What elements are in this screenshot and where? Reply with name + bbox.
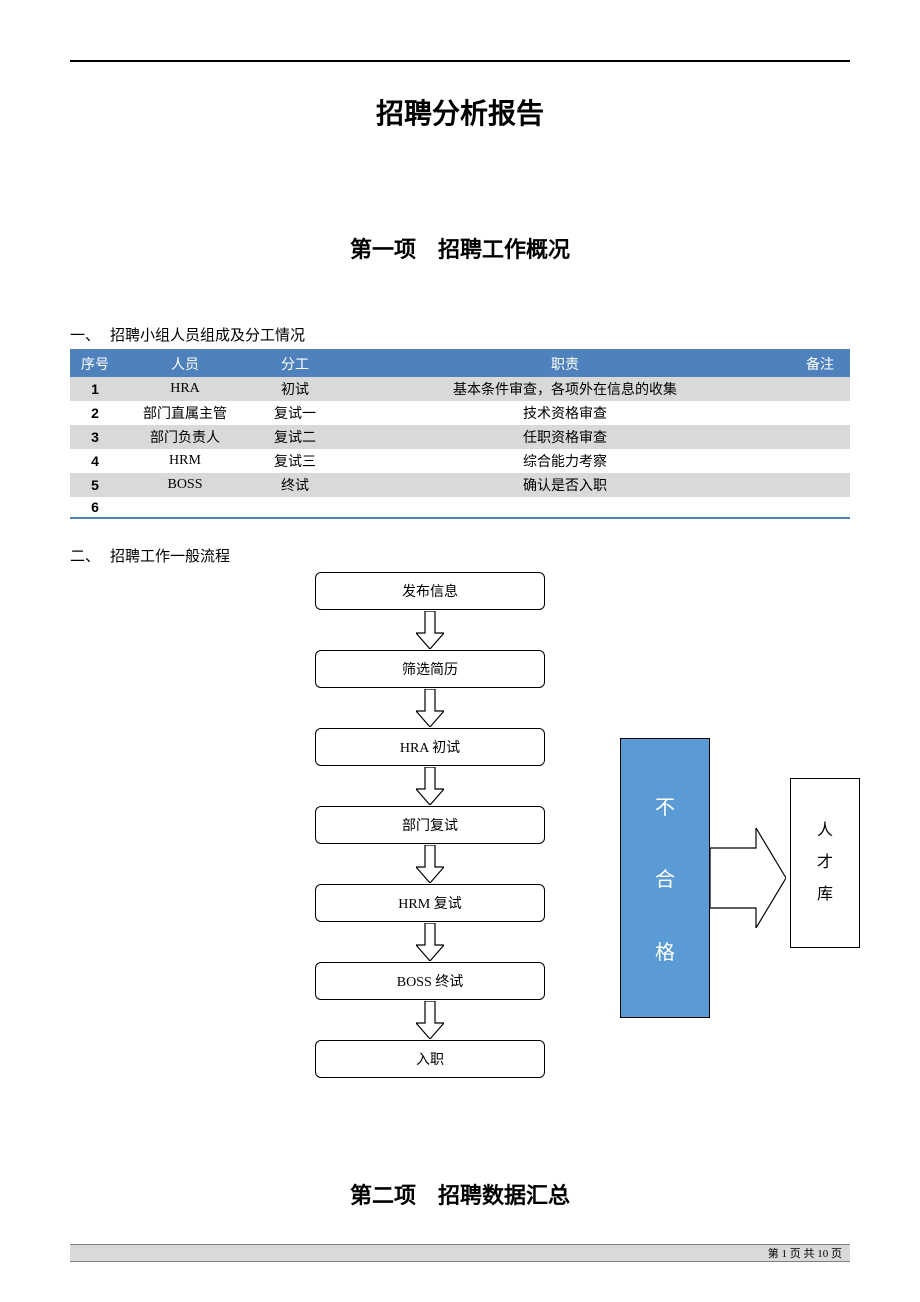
table-cell: 综合能力考察: [340, 449, 790, 473]
talent-char: 才: [817, 847, 833, 879]
down-arrow-icon: [315, 688, 545, 728]
table-cell: [790, 425, 850, 449]
right-arrow-icon: [710, 828, 786, 933]
flow-step-box: 发布信息: [315, 572, 545, 610]
down-arrow-icon: [315, 1000, 545, 1040]
table-header: 职责: [340, 350, 790, 377]
flow-step-box: 部门复试: [315, 806, 545, 844]
page: 招聘分析报告 第一项 招聘工作概况 一、招聘小组人员组成及分工情况 序号 人员 …: [0, 0, 920, 1302]
table-row: 3部门负责人复试二任职资格审查: [70, 425, 850, 449]
table-cell: 任职资格审查: [340, 425, 790, 449]
fail-char: 不: [655, 791, 675, 820]
team-table: 序号 人员 分工 职责 备注 1HRA初试基本条件审查，各项外在信息的收集2部门…: [70, 349, 850, 519]
table-header: 序号: [70, 350, 120, 377]
table-cell: 复试二: [250, 425, 340, 449]
table-cell: 复试三: [250, 449, 340, 473]
table-cell: 复试一: [250, 401, 340, 425]
section-1-title: 第一项 招聘工作概况: [70, 232, 850, 264]
section-2-title: 第二项 招聘数据汇总: [70, 1178, 850, 1210]
table-header: 备注: [790, 350, 850, 377]
table-cell: 基本条件审查，各项外在信息的收集: [340, 377, 790, 401]
document-title: 招聘分析报告: [70, 92, 850, 132]
table-cell: HRA: [120, 377, 250, 401]
talent-char: 人: [817, 815, 833, 847]
table-cell: [790, 497, 850, 518]
table-cell: 6: [70, 497, 120, 518]
flow-step-box: 入职: [315, 1040, 545, 1078]
flow-step-box: BOSS 终试: [315, 962, 545, 1000]
table-cell: 3: [70, 425, 120, 449]
table-row: 2部门直属主管复试一技术资格审查: [70, 401, 850, 425]
down-arrow-icon: [315, 844, 545, 884]
subheading-2: 二、招聘工作一般流程: [70, 545, 850, 566]
table-cell: 部门负责人: [120, 425, 250, 449]
fail-box: 不 合 格: [620, 738, 710, 1018]
subheading-1: 一、招聘小组人员组成及分工情况: [70, 324, 850, 345]
table-cell: 确认是否入职: [340, 473, 790, 497]
table-cell: 5: [70, 473, 120, 497]
flow-step-box: 筛选简历: [315, 650, 545, 688]
flow-step-box: HRA 初试: [315, 728, 545, 766]
talent-pool-box: 人 才 库: [790, 778, 860, 948]
table-cell: [790, 377, 850, 401]
flow-step-box: HRM 复试: [315, 884, 545, 922]
fail-char: 合: [655, 863, 675, 892]
table-header: 分工: [250, 350, 340, 377]
down-arrow-icon: [315, 766, 545, 806]
table-cell: BOSS: [120, 473, 250, 497]
subheading-2-num: 二、: [70, 545, 110, 566]
table-cell: [790, 401, 850, 425]
table-cell: [250, 497, 340, 518]
table-cell: 1: [70, 377, 120, 401]
table-row: 1HRA初试基本条件审查，各项外在信息的收集: [70, 377, 850, 401]
table-cell: [340, 497, 790, 518]
table-cell: [790, 473, 850, 497]
down-arrow-icon: [315, 922, 545, 962]
table-row: 4HRM复试三综合能力考察: [70, 449, 850, 473]
table-row: 6: [70, 497, 850, 518]
table-cell: 4: [70, 449, 120, 473]
page-footer: 第 1 页 共 10 页: [70, 1244, 850, 1262]
table-cell: 技术资格审查: [340, 401, 790, 425]
fail-char: 格: [655, 936, 675, 965]
flowchart-main-column: 发布信息筛选简历 HRA 初试部门复试 HRM 复试 BOSS 终试入职: [315, 572, 545, 1078]
table-header: 人员: [120, 350, 250, 377]
flowchart-area: 发布信息筛选简历HRA 初试部门复试HRM 复试BOSS 终试入职 不 合 格 …: [70, 572, 850, 1168]
down-arrow-icon: [315, 610, 545, 650]
table-cell: HRM: [120, 449, 250, 473]
table-cell: 初试: [250, 377, 340, 401]
table-row: 5BOSS终试确认是否入职: [70, 473, 850, 497]
subheading-1-text: 招聘小组人员组成及分工情况: [110, 328, 305, 344]
subheading-2-text: 招聘工作一般流程: [110, 549, 230, 565]
table-cell: 终试: [250, 473, 340, 497]
table-cell: 2: [70, 401, 120, 425]
talent-char: 库: [817, 879, 833, 911]
table-header-row: 序号 人员 分工 职责 备注: [70, 350, 850, 377]
top-rule: [70, 60, 850, 62]
table-cell: [790, 449, 850, 473]
subheading-1-num: 一、: [70, 324, 110, 345]
table-cell: 部门直属主管: [120, 401, 250, 425]
table-cell: [120, 497, 250, 518]
